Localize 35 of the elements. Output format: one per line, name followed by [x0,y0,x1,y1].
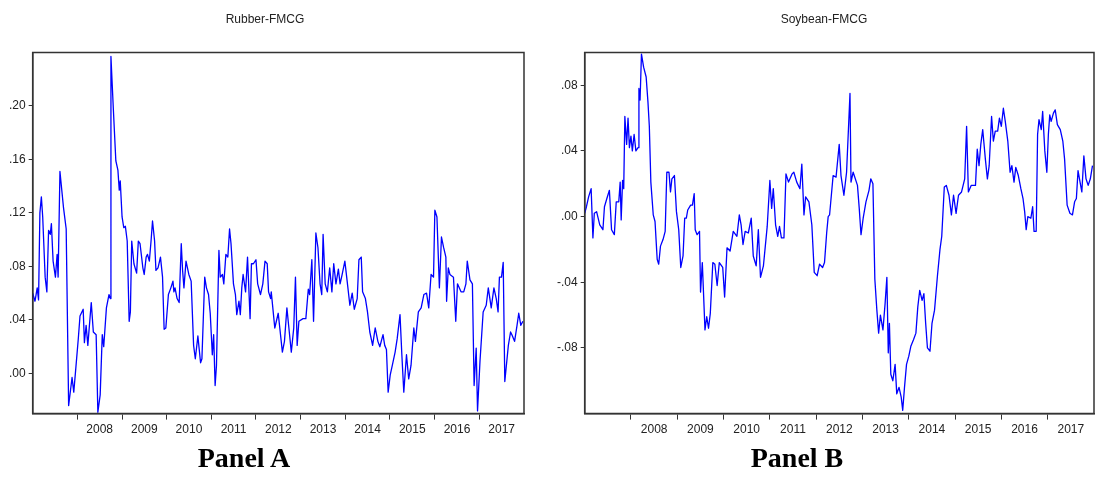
text: Panel A [197,441,291,475]
y-tick-label: -.08 [556,340,578,355]
x-tick-label: 2015 [964,422,992,437]
x-tick-label: 2008 [86,422,114,437]
x-tick-label: 2012 [264,422,293,437]
x-tick-label: 2015 [398,422,426,437]
x-tick-label: 2010 [733,422,761,437]
y-tick-label: .08 [8,258,26,273]
x-tick-label: 2016 [1011,422,1039,437]
y-tick-label: .16 [8,151,26,166]
y-tick-label: .00 [560,208,578,223]
text: Panel B [750,441,844,475]
chart-title: Soybean-FMCG [780,11,868,26]
x-tick-label: 2011 [780,422,807,437]
x-tick-label: 2013 [309,422,337,437]
x-tick-label: 2017 [488,422,516,437]
x-tick-label: 2014 [354,422,382,437]
chart-title: Rubber-FMCG [225,11,305,26]
y-tick-label: .12 [8,205,26,220]
y-tick-label: .20 [8,98,26,113]
x-tick-label: 2013 [872,422,900,437]
y-tick-label: .00 [8,365,26,380]
x-tick-label: 2012 [825,422,854,437]
y-tick-label: .04 [560,143,578,158]
x-tick-label: 2008 [640,422,668,437]
x-tick-label: 2011 [220,422,247,437]
y-tick-label: -.04 [556,274,578,289]
x-tick-label: 2009 [687,422,715,437]
x-tick-label: 2009 [130,422,158,437]
x-tick-label: 2016 [443,422,471,437]
x-tick-label: 2017 [1057,422,1085,437]
x-tick-label: 2010 [175,422,203,437]
x-tick-label: 2014 [918,422,946,437]
y-tick-label: .04 [8,312,26,327]
y-tick-label: .08 [560,77,578,92]
